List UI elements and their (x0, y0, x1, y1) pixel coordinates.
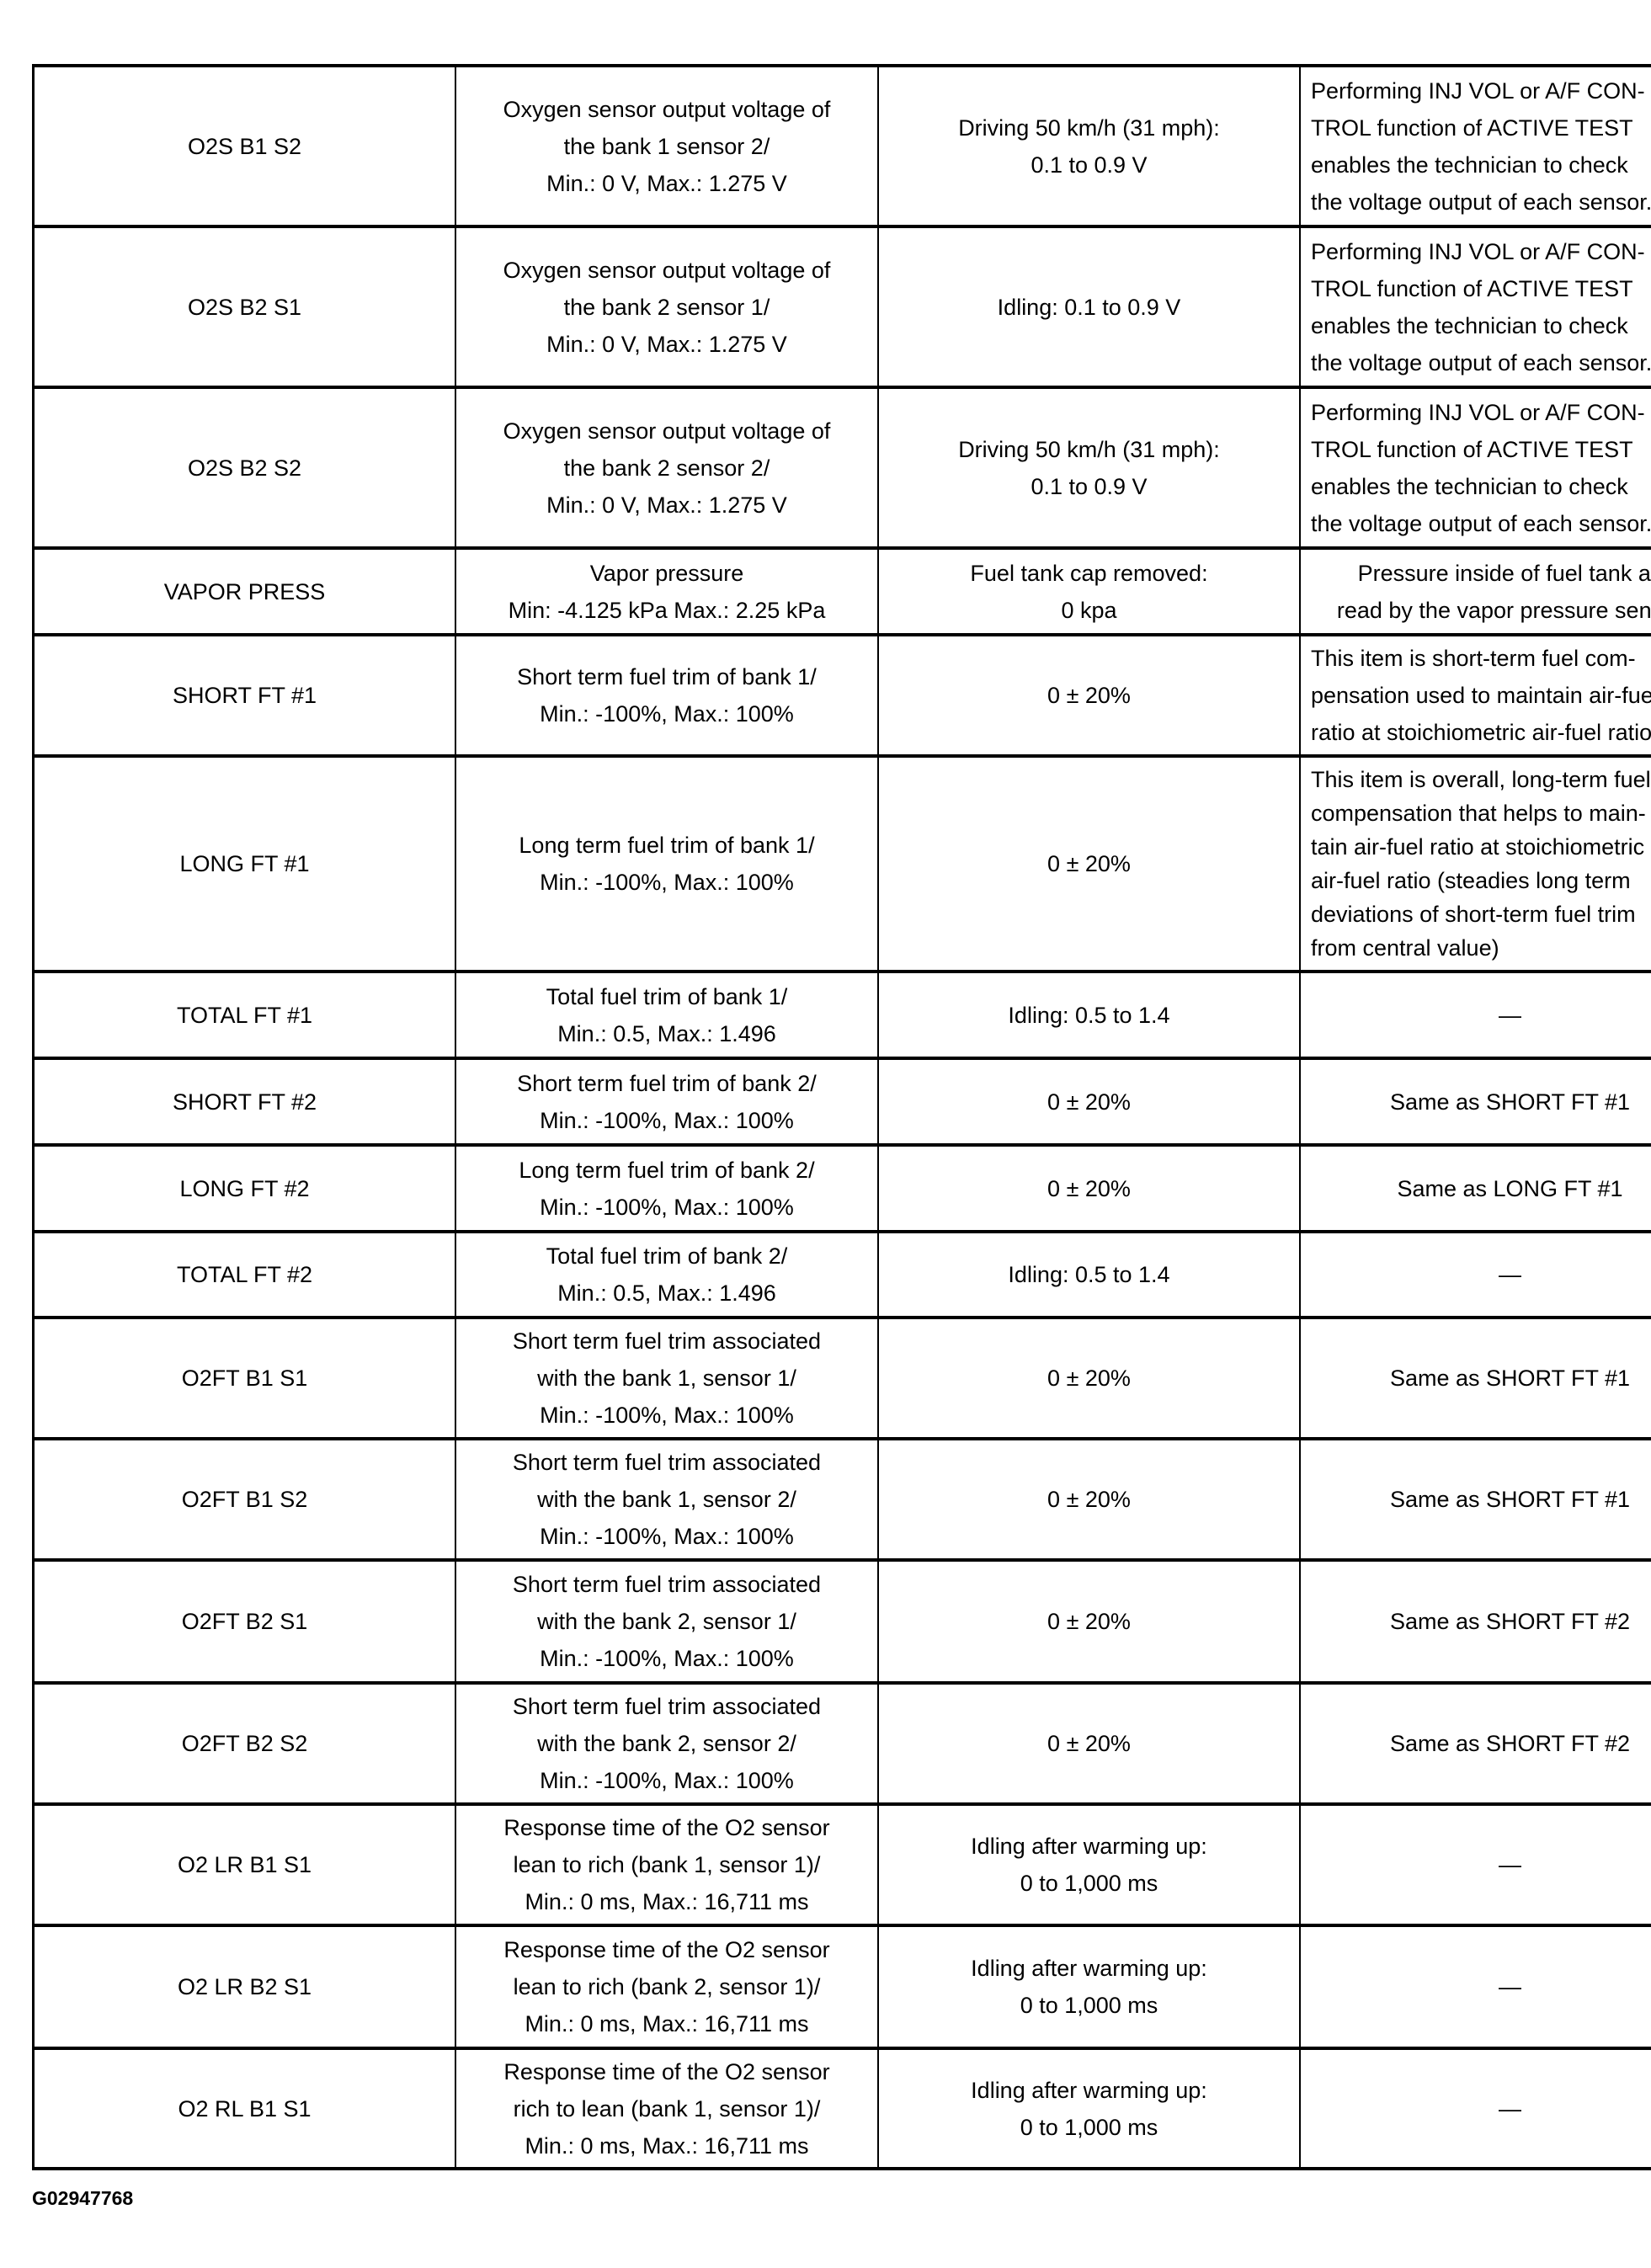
cell-measurement: Short term fuel trim of bank 2/ Min.: -1… (455, 1057, 879, 1147)
table-row: O2FT B2 S2 Short term fuel trim associate… (32, 1681, 1651, 1806)
cell-item: LONG FT #2 (32, 1143, 456, 1233)
cell-note: Same as SHORT FT #2 (1299, 1681, 1651, 1806)
cell-normal: Driving 50 km/h (31 mph): 0.1 to 0.9 V (877, 386, 1301, 550)
cell-measurement: Vapor pressure Min: -4.125 kPa Max.: 2.2… (455, 546, 879, 636)
cell-note: Performing INJ VOL or A/F CON- TROL func… (1299, 64, 1651, 228)
cell-item: VAPOR PRESS (32, 546, 456, 636)
cell-item: SHORT FT #2 (32, 1057, 456, 1147)
table-row: O2FT B1 S2 Short term fuel trim associate… (32, 1437, 1651, 1562)
table-row: SHORT FT #1 Short term fuel trim of bank … (32, 633, 1651, 758)
table-row: TOTAL FT #2 Total fuel trim of bank 2/ Mi… (32, 1230, 1651, 1319)
cell-item: TOTAL FT #1 (32, 970, 456, 1060)
cell-normal: Fuel tank cap removed: 0 kpa (877, 546, 1301, 636)
cell-item: O2 LR B2 S1 (32, 1924, 456, 2050)
cell-measurement: Response time of the O2 sensor lean to r… (455, 1802, 879, 1927)
cell-normal: Idling after warming up: 0 to 1,000 ms (877, 1924, 1301, 2050)
cell-normal: 0 ± 20% (877, 1057, 1301, 1147)
cell-note: Pressure inside of fuel tank as read by … (1299, 546, 1651, 636)
cell-note: — (1299, 1802, 1651, 1927)
cell-item: O2S B1 S2 (32, 64, 456, 228)
table-row: O2 RL B1 S1 Response time of the O2 senso… (32, 2047, 1651, 2170)
table-row: LONG FT #2 Long term fuel trim of bank 2/… (32, 1143, 1651, 1233)
cell-item: TOTAL FT #2 (32, 1230, 456, 1319)
cell-measurement: Short term fuel trim associated with the… (455, 1558, 879, 1685)
cell-note: Same as SHORT FT #1 (1299, 1316, 1651, 1440)
table-row: O2 LR B1 S1 Response time of the O2 senso… (32, 1802, 1651, 1927)
cell-measurement: Short term fuel trim of bank 1/ Min.: -1… (455, 633, 879, 758)
cell-normal: 0 ± 20% (877, 1143, 1301, 1233)
cell-measurement: Total fuel trim of bank 1/ Min.: 0.5, Ma… (455, 970, 879, 1060)
cell-normal: Idling: 0.5 to 1.4 (877, 1230, 1301, 1319)
cell-measurement: Long term fuel trim of bank 2/ Min.: -10… (455, 1143, 879, 1233)
cell-note: — (1299, 970, 1651, 1060)
cell-item: O2 LR B1 S1 (32, 1802, 456, 1927)
cell-note: — (1299, 1924, 1651, 2050)
table-row: O2S B2 S1 Oxygen sensor output voltage of… (32, 225, 1651, 389)
table-row: SHORT FT #2 Short term fuel trim of bank … (32, 1057, 1651, 1147)
cell-note: Same as SHORT FT #1 (1299, 1437, 1651, 1562)
cell-note: Same as LONG FT #1 (1299, 1143, 1651, 1233)
cell-item: O2 RL B1 S1 (32, 2047, 456, 2170)
table-row: TOTAL FT #1 Total fuel trim of bank 1/ Mi… (32, 970, 1651, 1060)
cell-normal: 0 ± 20% (877, 1316, 1301, 1440)
cell-normal: 0 ± 20% (877, 1437, 1301, 1562)
cell-item: SHORT FT #1 (32, 633, 456, 758)
table-row: O2S B2 S2 Oxygen sensor output voltage of… (32, 386, 1651, 550)
cell-measurement: Long term fuel trim of bank 1/ Min.: -10… (455, 754, 879, 973)
cell-normal: Driving 50 km/h (31 mph): 0.1 to 0.9 V (877, 64, 1301, 228)
cell-note: Same as SHORT FT #1 (1299, 1057, 1651, 1147)
cell-normal: 0 ± 20% (877, 1558, 1301, 1685)
table-row: O2 LR B2 S1 Response time of the O2 senso… (32, 1924, 1651, 2050)
cell-normal: 0 ± 20% (877, 754, 1301, 973)
table-row: O2FT B1 S1 Short term fuel trim associate… (32, 1316, 1651, 1440)
cell-note: — (1299, 1230, 1651, 1319)
cell-item: O2S B2 S2 (32, 386, 456, 550)
cell-measurement: Response time of the O2 sensor lean to r… (455, 1924, 879, 2050)
cell-note: Performing INJ VOL or A/F CON- TROL func… (1299, 386, 1651, 550)
cell-measurement: Oxygen sensor output voltage of the bank… (455, 386, 879, 550)
cell-normal: 0 ± 20% (877, 1681, 1301, 1806)
cell-measurement: Short term fuel trim associated with the… (455, 1316, 879, 1440)
cell-measurement: Short term fuel trim associated with the… (455, 1681, 879, 1806)
cell-item: LONG FT #1 (32, 754, 456, 973)
table-row: O2FT B2 S1 Short term fuel trim associate… (32, 1558, 1651, 1685)
cell-normal: Idling after warming up: 0 to 1,000 ms (877, 2047, 1301, 2170)
cell-measurement: Total fuel trim of bank 2/ Min.: 0.5, Ma… (455, 1230, 879, 1319)
cell-normal: Idling: 0.1 to 0.9 V (877, 225, 1301, 389)
cell-measurement: Oxygen sensor output voltage of the bank… (455, 64, 879, 228)
table-row: VAPOR PRESS Vapor pressure Min: -4.125 kP… (32, 546, 1651, 636)
cell-item: O2FT B1 S2 (32, 1437, 456, 1562)
data-list-table: O2S B1 S2 Oxygen sensor output voltage of… (32, 64, 1651, 2170)
cell-item: O2S B2 S1 (32, 225, 456, 389)
cell-note: This item is overall, long-term fuel com… (1299, 754, 1651, 973)
figure-id: G02947768 (32, 2187, 134, 2209)
cell-note: — (1299, 2047, 1651, 2170)
cell-measurement: Short term fuel trim associated with the… (455, 1437, 879, 1562)
cell-normal: Idling: 0.5 to 1.4 (877, 970, 1301, 1060)
table-row: LONG FT #1 Long term fuel trim of bank 1/… (32, 754, 1651, 973)
cell-measurement: Oxygen sensor output voltage of the bank… (455, 225, 879, 389)
cell-note: Performing INJ VOL or A/F CON- TROL func… (1299, 225, 1651, 389)
cell-note: This item is short-term fuel com- pensat… (1299, 633, 1651, 758)
cell-normal: 0 ± 20% (877, 633, 1301, 758)
cell-note: Same as SHORT FT #2 (1299, 1558, 1651, 1685)
cell-measurement: Response time of the O2 sensor rich to l… (455, 2047, 879, 2170)
cell-item: O2FT B2 S2 (32, 1681, 456, 1806)
table-row: O2S B1 S2 Oxygen sensor output voltage of… (32, 64, 1651, 228)
cell-normal: Idling after warming up: 0 to 1,000 ms (877, 1802, 1301, 1927)
cell-item: O2FT B2 S1 (32, 1558, 456, 1685)
cell-item: O2FT B1 S1 (32, 1316, 456, 1440)
